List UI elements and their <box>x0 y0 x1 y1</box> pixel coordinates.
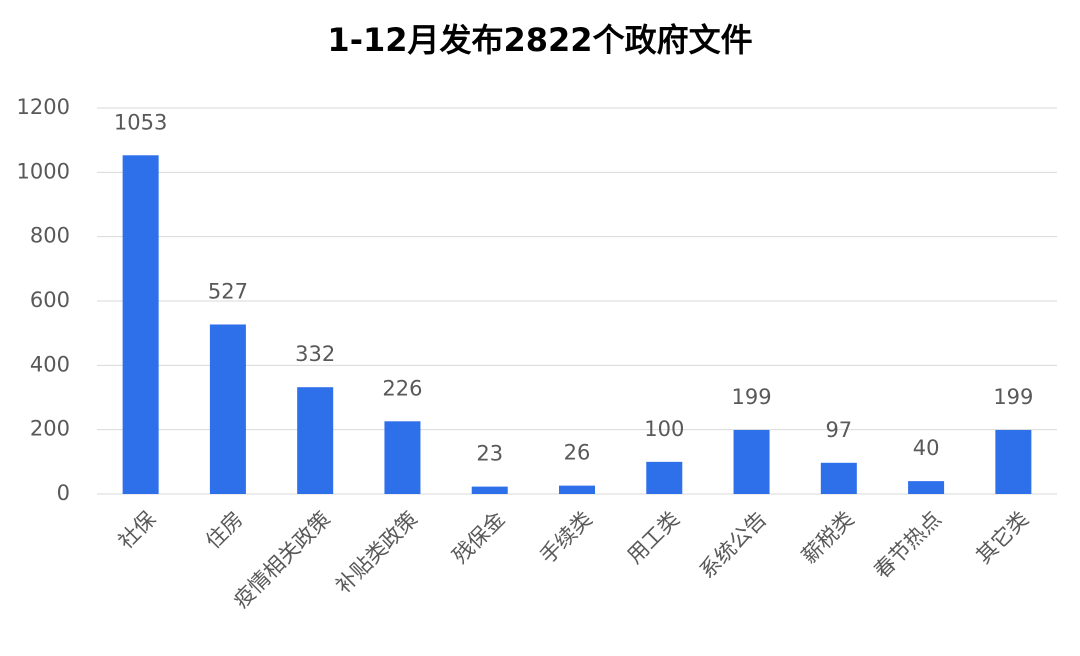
bar <box>559 485 595 494</box>
x-tick-label: 手续类 <box>535 507 597 569</box>
value-label: 26 <box>564 441 591 465</box>
y-tick-label: 600 <box>30 288 70 312</box>
y-tick-label: 200 <box>30 417 70 441</box>
bar <box>209 324 246 494</box>
y-tick-label: 0 <box>57 481 70 505</box>
bar <box>908 481 945 494</box>
value-label: 1053 <box>114 110 167 134</box>
bar <box>122 155 159 494</box>
bar <box>995 429 1032 494</box>
x-tick-label: 其它类 <box>972 507 1034 569</box>
bar <box>297 387 334 494</box>
bar <box>384 421 421 494</box>
y-tick-label: 1000 <box>17 159 70 183</box>
x-tick-label: 薪税类 <box>797 507 859 569</box>
value-label: 97 <box>825 418 852 442</box>
x-tick-label: 社保 <box>114 507 161 554</box>
x-tick-label: 春节热点 <box>870 507 946 583</box>
value-label: 332 <box>295 342 335 366</box>
x-tick-label: 补贴类政策 <box>331 507 422 598</box>
value-label: 199 <box>993 385 1033 409</box>
x-tick-label: 残保金 <box>448 507 510 569</box>
x-tick-label: 用工类 <box>623 507 685 569</box>
bar <box>733 429 770 494</box>
chart-title: 1-12月发布2822个政府文件 <box>327 21 752 59</box>
value-label: 226 <box>382 376 422 400</box>
y-tick-label: 1200 <box>17 95 70 119</box>
value-label: 527 <box>208 279 248 303</box>
bar <box>471 486 508 494</box>
value-label: 199 <box>731 385 771 409</box>
x-tick-label: 系统公告 <box>695 507 771 583</box>
value-label: 23 <box>476 442 503 466</box>
y-tick-label: 400 <box>30 352 70 376</box>
y-tick-label: 800 <box>30 224 70 248</box>
x-tick-label: 住房 <box>201 507 248 554</box>
bar <box>820 462 857 494</box>
value-label: 100 <box>644 417 684 441</box>
bar <box>646 461 683 494</box>
value-label: 40 <box>913 436 940 460</box>
